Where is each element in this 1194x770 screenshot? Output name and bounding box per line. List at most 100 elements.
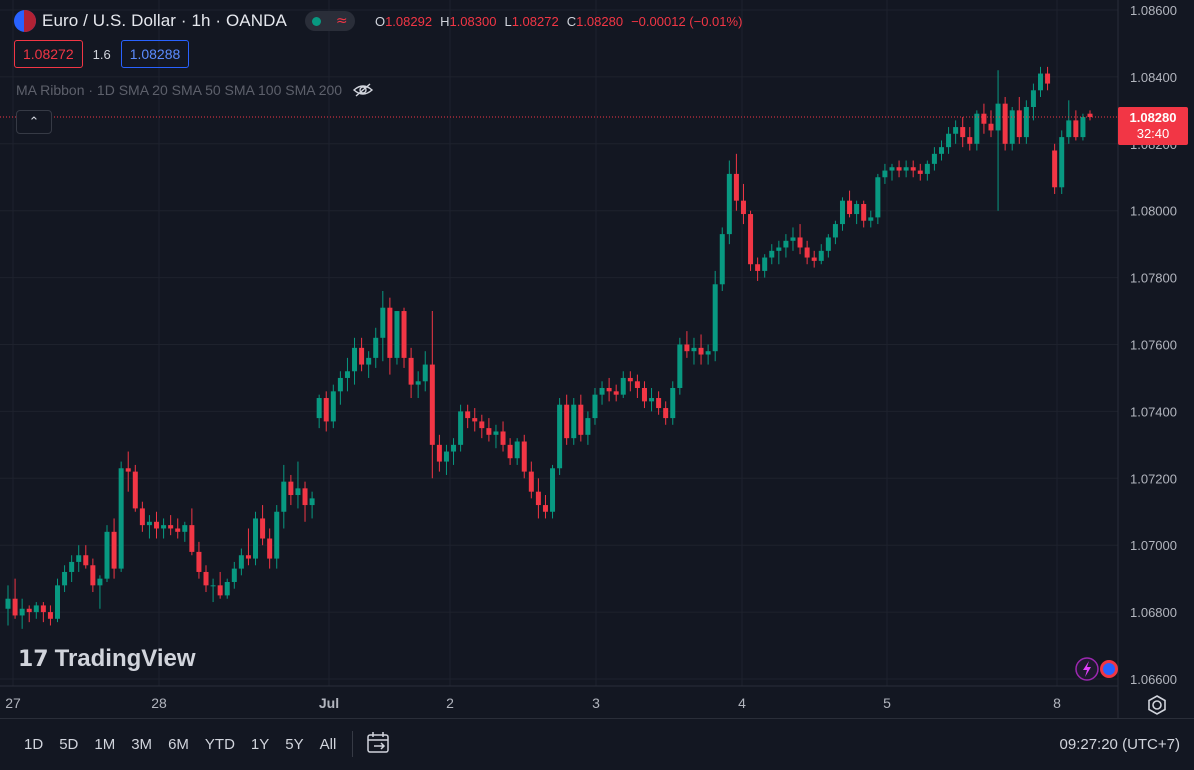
range-button-1y[interactable]: 1Y: [250, 736, 270, 753]
candle-body: [132, 471, 138, 509]
candle: [76, 545, 82, 572]
time-tick-label: 3: [592, 695, 600, 711]
sell-button[interactable]: 1.08272: [14, 40, 83, 68]
candle-body: [641, 387, 647, 402]
price-tick-label: 1.07400: [1130, 404, 1177, 419]
candle: [337, 371, 343, 405]
go-to-date-icon[interactable]: [366, 731, 392, 755]
candle: [217, 571, 223, 599]
candle: [946, 127, 952, 154]
timezone-clock[interactable]: 09:27:20 (UTC+7): [1059, 736, 1180, 753]
symbol-title[interactable]: Euro / U.S. Dollar · 1h · OANDA: [42, 11, 287, 30]
candle-body: [599, 387, 605, 395]
candle: [924, 160, 930, 181]
candle-body: [712, 284, 718, 352]
bottom-toolbar: 1D 5D 1M 3M 6M YTD 1Y 5Y All 09:27:20 (UTC+7): [0, 718, 1194, 770]
candle: [1009, 107, 1015, 151]
current-price-tag: 1.08280 32:40: [1118, 107, 1188, 145]
candle-body: [224, 581, 230, 596]
range-button-1m[interactable]: 1M: [94, 736, 116, 753]
candle-body: [500, 431, 506, 445]
eye-hidden-icon[interactable]: [352, 82, 374, 98]
candle-body: [783, 240, 789, 248]
candle-body: [663, 408, 669, 419]
candle: [578, 394, 584, 442]
range-button-3m[interactable]: 3M: [131, 736, 153, 753]
candle: [281, 464, 287, 529]
candle: [1037, 66, 1043, 97]
candle-body: [542, 505, 548, 512]
candle-body: [408, 357, 414, 385]
candlestick-chart[interactable]: 1.06600 1.06800 1.07000 1.07200 1.07400 1.076…: [0, 0, 1194, 718]
candle-body: [97, 578, 103, 586]
candle: [960, 117, 966, 148]
candle: [641, 381, 647, 409]
candle: [40, 602, 46, 623]
candle: [550, 464, 556, 519]
tradingview-logo[interactable]: 17 TradingView: [18, 645, 196, 673]
candle: [1023, 100, 1029, 144]
candle: [387, 297, 393, 375]
candle: [825, 234, 831, 258]
time-tick-label: 27: [5, 695, 21, 711]
candle-body: [1030, 90, 1036, 108]
wave-icon: ≈: [335, 13, 348, 29]
candle: [967, 127, 973, 151]
buy-button[interactable]: 1.08288: [120, 40, 190, 68]
candle: [19, 598, 25, 629]
candle-body: [337, 377, 343, 392]
bid-ask-panel: 1.08272 1.6 1.08288: [14, 40, 190, 68]
candle-body: [253, 518, 259, 559]
candle: [535, 478, 541, 519]
candle: [818, 244, 824, 265]
candle-body: [161, 525, 167, 529]
candle-body: [387, 307, 393, 358]
candle-body: [762, 257, 768, 271]
candle-body: [988, 123, 994, 131]
candle: [528, 461, 534, 499]
candle-body: [832, 224, 838, 238]
candle-body: [825, 237, 831, 251]
price-tick-label: 1.07600: [1130, 338, 1177, 353]
candle-body: [62, 571, 68, 586]
candle: [210, 578, 216, 603]
candle: [762, 254, 768, 278]
range-button-5y[interactable]: 5Y: [285, 736, 304, 753]
candle: [1045, 66, 1051, 91]
range-button-5d[interactable]: 5D: [59, 736, 79, 753]
indicator-legend[interactable]: MA Ribbon · 1D SMA 20 SMA 50 SMA 100 SMA…: [16, 82, 374, 98]
candle-body: [472, 418, 478, 422]
candle: [613, 384, 619, 402]
close-value: 1.08280: [576, 13, 624, 29]
time-tick-label: 8: [1053, 695, 1061, 711]
range-button-6m[interactable]: 6M: [168, 736, 189, 753]
range-button-ytd[interactable]: YTD: [204, 736, 235, 753]
candle-body: [274, 511, 280, 559]
range-button-1d[interactable]: 1D: [24, 736, 44, 753]
collapse-legend-button[interactable]: ⌃: [16, 110, 52, 134]
market-status-pill[interactable]: ≈: [304, 11, 355, 31]
candle-body: [104, 531, 110, 579]
candle-body: [889, 167, 895, 171]
range-button-all[interactable]: All: [319, 736, 337, 753]
candle: [5, 585, 11, 626]
candle-body: [627, 377, 633, 382]
candle-body: [451, 444, 457, 452]
candle: [451, 438, 457, 465]
candle: [344, 357, 350, 392]
candle-body: [352, 347, 358, 372]
candle-body: [656, 398, 662, 409]
candle: [323, 391, 329, 432]
events-icons[interactable]: [1074, 656, 1118, 682]
candle: [132, 464, 138, 512]
candle-body: [118, 468, 124, 569]
price-tick-label: 1.06800: [1130, 605, 1177, 620]
candle: [719, 227, 725, 291]
candle: [585, 411, 591, 445]
candle-body: [1045, 73, 1051, 84]
chart-settings-icon[interactable]: [1145, 693, 1169, 717]
candle: [125, 451, 131, 492]
candle-body: [238, 555, 244, 569]
candle: [740, 183, 746, 225]
candle: [302, 481, 308, 522]
